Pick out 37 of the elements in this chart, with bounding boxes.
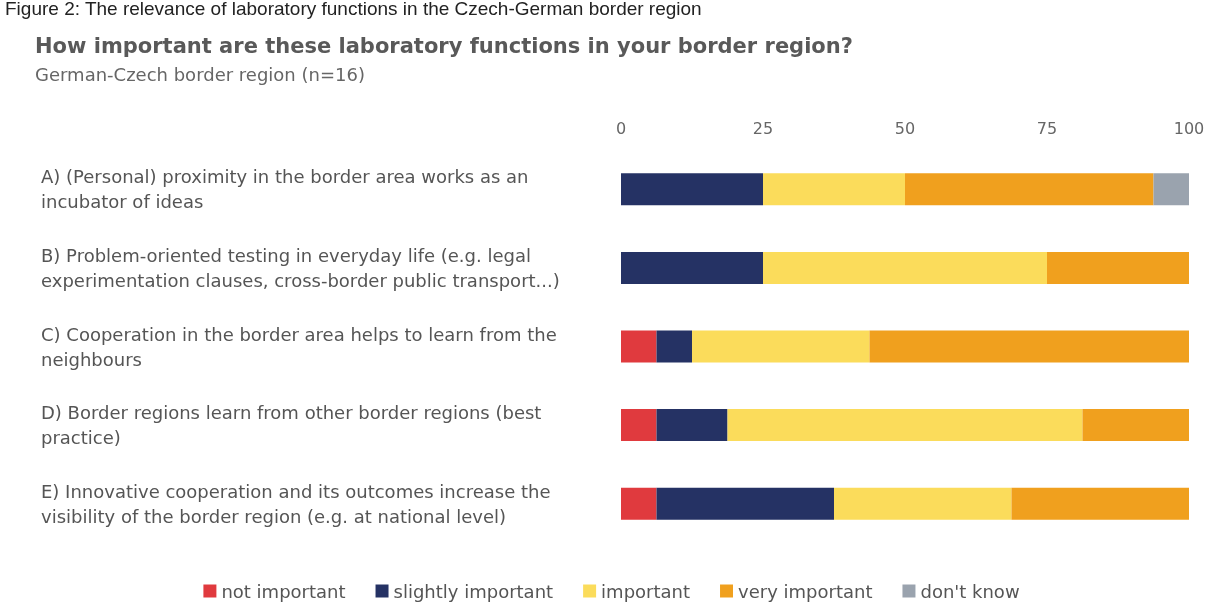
legend-label: very important <box>738 580 873 602</box>
bar <box>763 251 1047 284</box>
y-tick-label: A) (Personal) proximity in the border area works as an incubator of ideas <box>41 166 535 213</box>
bar <box>621 330 657 363</box>
bar <box>621 487 657 520</box>
bar <box>1011 487 1189 520</box>
bar <box>905 173 1154 206</box>
legend-label: slightly important <box>393 580 554 602</box>
y-tick-label: D) Border regions learn from other border regions (best practice) <box>41 402 548 449</box>
x-tick-label: 100 <box>1173 118 1205 138</box>
x-tick-label: 25 <box>752 118 774 138</box>
y-tick-label: C) Cooperation in the border area helps to learn from the neighbours <box>41 323 563 370</box>
caption: Figure 2: The relevance of laboratory functions in the Czech-German border region <box>5 0 702 19</box>
bar <box>1047 251 1189 284</box>
bar <box>692 330 870 363</box>
bar <box>763 173 905 206</box>
x-tick-label: 75 <box>1036 118 1058 138</box>
bar <box>656 487 834 520</box>
bar <box>621 173 763 206</box>
x-tick-label: 0 <box>615 118 627 138</box>
y-tick-label: E) Innovative cooperation and its outcomes increase the visibility of the border region (e.g. at national level) <box>41 480 557 527</box>
legend-label: don't know <box>920 580 1020 602</box>
x-tick-label: 50 <box>894 118 916 138</box>
text: How important are these laboratory functions in your border region? <box>35 33 853 58</box>
bar <box>621 409 657 442</box>
bar <box>656 409 728 442</box>
bar <box>656 330 692 363</box>
bar <box>834 487 1012 520</box>
bar <box>727 409 1083 442</box>
y-tick-label: B) Problem-oriented testing in everyday life (e.g. legal experimentation clauses, cross-border public transport...) <box>41 244 560 291</box>
bar <box>1082 409 1189 442</box>
bar <box>1153 173 1189 206</box>
bar <box>869 330 1189 363</box>
legend-label: not important <box>221 580 346 602</box>
legend-label: important <box>601 580 691 602</box>
text: German-Czech border region (n=16) <box>35 63 365 85</box>
bar <box>621 251 763 284</box>
